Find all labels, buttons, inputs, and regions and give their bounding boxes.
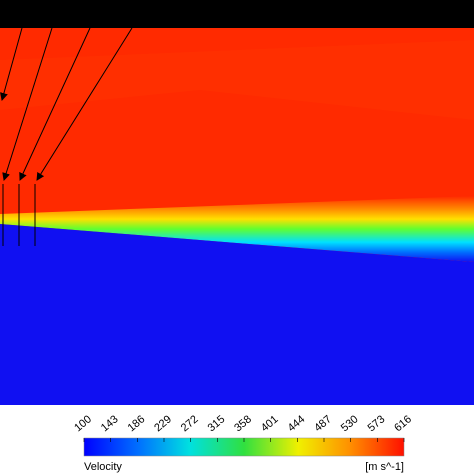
colorbar-unit: [m s^-1]	[365, 461, 404, 473]
colorbar-tick-label: 358	[232, 413, 254, 434]
colorbar-tick-label: 573	[366, 413, 388, 434]
colorbar-label: Velocity	[84, 461, 122, 473]
colorbar-tick-label: 100	[72, 413, 94, 434]
colorbar-tick-label: 315	[206, 413, 228, 434]
colorbar-tick-label: 487	[312, 413, 334, 434]
colorbar-tick-label: 229	[152, 413, 174, 434]
colorbar-tick-label: 143	[99, 413, 121, 434]
colorbar-tick-label: 272	[179, 413, 201, 434]
colorbar-tick-label: 530	[339, 413, 361, 434]
colorbar-tick-label: 186	[126, 413, 148, 434]
colorbar-tick-label: 401	[259, 413, 281, 434]
colorbar-tick-label: 444	[286, 413, 308, 434]
probe-lines	[0, 27, 133, 246]
contour-field	[0, 28, 474, 405]
colorbar-tick-label: 616	[392, 413, 414, 434]
top-bar	[0, 0, 474, 28]
